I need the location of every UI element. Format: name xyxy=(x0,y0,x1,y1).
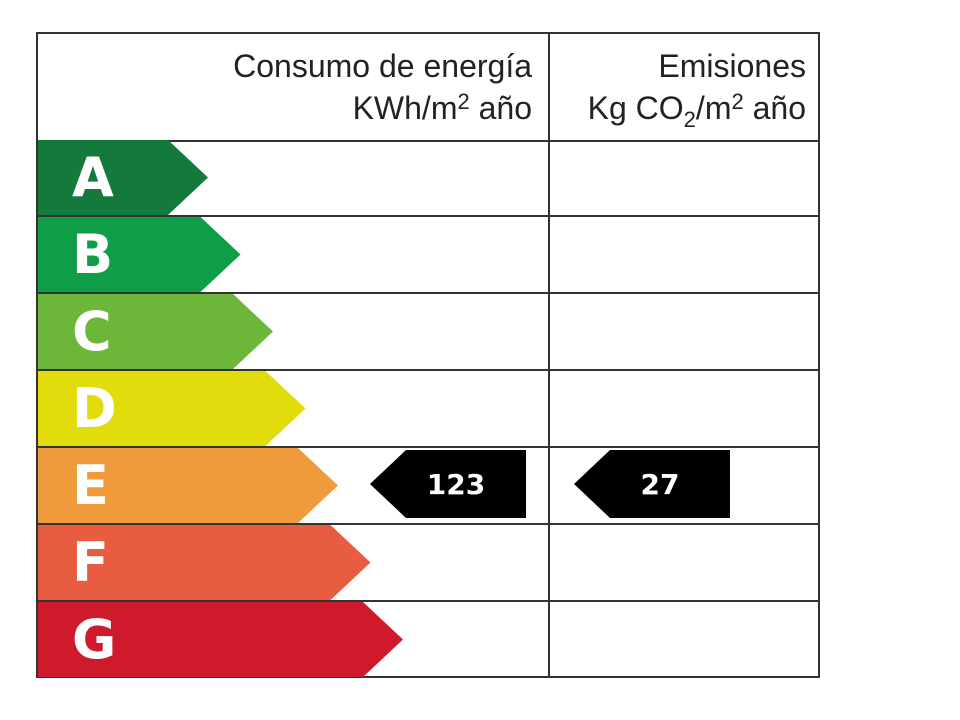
emissions-header-title: Emisiones xyxy=(658,48,806,84)
class-letter: B xyxy=(72,223,115,286)
class-row-g: G xyxy=(38,602,818,679)
emissions-rating-indicator: 27 xyxy=(574,450,730,518)
column-divider xyxy=(548,34,550,676)
class-letter: A xyxy=(72,146,115,209)
class-arrow-c: C xyxy=(38,294,273,369)
class-arrow-d: D xyxy=(38,371,306,446)
energy-header-title: Consumo de energía xyxy=(233,48,532,84)
class-arrow-b: B xyxy=(38,217,241,292)
class-row-b: B xyxy=(38,217,818,294)
energy-header-unit: KWh/m2 año xyxy=(352,89,532,126)
class-letter: G xyxy=(72,608,118,671)
class-letter: F xyxy=(72,531,110,594)
class-row-c: C xyxy=(38,294,818,371)
class-letter: C xyxy=(72,300,113,363)
class-row-f: F xyxy=(38,525,818,602)
emissions-header-unit: Kg CO2/m2 año xyxy=(587,89,806,132)
class-letter: D xyxy=(72,377,118,440)
emissions-header: Emisiones Kg CO2/m2 año xyxy=(550,34,806,140)
class-arrow-f: F xyxy=(38,525,371,600)
class-arrow-e: E xyxy=(38,448,338,523)
class-arrow-a: A xyxy=(38,140,208,215)
energy-label-table: Consumo de energía KWh/m2 año Emisiones … xyxy=(36,32,820,678)
class-arrow-g: G xyxy=(38,602,403,677)
energy-rating-indicator: 123 xyxy=(370,450,526,518)
class-letter: E xyxy=(72,454,110,517)
energy-header: Consumo de energía KWh/m2 año xyxy=(38,34,532,140)
class-row-d: D xyxy=(38,371,818,448)
class-row-a: A xyxy=(38,140,818,217)
class-row-e: E 123 27 xyxy=(38,448,818,525)
header-row: Consumo de energía KWh/m2 año Emisiones … xyxy=(38,34,818,142)
